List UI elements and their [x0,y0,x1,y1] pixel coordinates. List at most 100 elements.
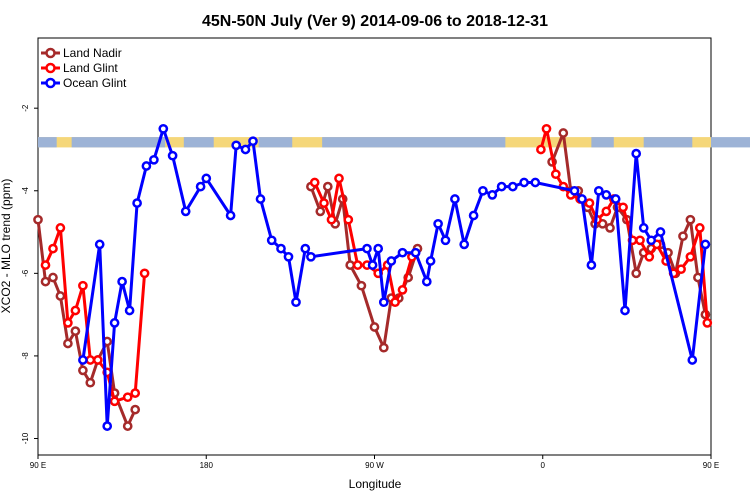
data-point [601,190,612,200]
y-tick-label: -8 [21,352,30,360]
data-point [468,210,479,221]
data-point [48,272,58,283]
ocean-strip-segment [258,137,293,148]
data-point [33,214,43,225]
legend-item: Land Nadir [41,46,122,60]
data-point [139,268,150,279]
y-tick-label: -6 [21,269,30,277]
data-point [421,276,432,287]
data-point [541,123,552,134]
data-point [149,154,159,165]
data-point [276,243,286,254]
data-point [356,280,367,291]
data-point [655,227,666,237]
data-point [201,173,212,184]
series-ocean-glint [78,123,711,431]
chart-title: 45N-50N July (Ver 9) 2014-09-06 to 2018-… [202,13,548,30]
data-point [40,260,51,270]
ocean-strip-segment [183,137,214,148]
data-point [255,194,266,204]
data-point [487,190,498,200]
data-point [141,161,152,171]
data-point [584,198,595,208]
data-point [78,355,88,365]
data-point [631,148,642,159]
ocean-strip-segment [71,137,166,148]
series-line [81,127,707,428]
data-point [569,185,580,196]
data-point [78,280,88,291]
data-point [240,144,251,155]
data-point [558,128,569,138]
legend-item: Ocean Glint [41,76,127,90]
data-point [109,318,120,328]
data-point [55,291,66,301]
x-tick-label: 180 [200,461,214,470]
data-point [306,251,316,262]
y-tick-label: -10 [21,432,30,444]
y-axis: -2 -4 -6 -8 -10 [21,104,38,444]
data-point [167,150,178,161]
land-ocean-strip [38,137,750,148]
ocean-strip-segment [711,137,750,148]
data-point [586,260,597,270]
data-point [620,305,630,316]
data-point [496,181,507,192]
data-point [315,206,326,217]
plot-area [33,37,750,456]
x-axis: 90 E 180 90 W 0 90 E [30,455,719,470]
data-point [601,206,612,217]
data-point [378,297,389,308]
data-point [122,421,133,431]
data-point [530,177,541,188]
legend-marker [45,62,56,74]
data-point [425,256,436,266]
data-point [70,326,81,336]
x-tick-label: 0 [541,461,546,470]
data-point [694,223,705,233]
data-point [130,388,141,398]
x-axis-label: Longitude [349,477,402,491]
data-point [55,223,66,233]
data-point [130,404,141,415]
ocean-strip-segment [591,137,614,148]
data-point [334,173,344,184]
data-point [378,342,389,353]
ocean-strip-segment [38,137,57,148]
data-point [195,181,206,192]
data-point [676,264,686,275]
data-point [610,194,621,204]
data-point [231,140,242,151]
data-point [78,365,88,376]
data-point [158,123,169,134]
data-point [507,181,518,192]
data-point [638,223,649,233]
legend-marker [45,77,56,89]
data-point [109,396,120,407]
y-tick-label: -2 [21,104,30,112]
data-point [605,223,615,233]
data-point [459,239,470,250]
data-point [180,206,191,217]
data-point [345,260,356,270]
data-point [248,136,258,147]
data-point [300,243,311,254]
data-point [410,247,421,258]
data-point [117,276,127,287]
data-point [577,194,587,204]
data-point [352,260,363,270]
data-point [85,377,96,388]
data-point [63,338,73,349]
data-point [132,198,142,208]
legend-marker [45,47,56,59]
data-point [397,247,408,258]
data-point [678,231,688,242]
data-point [550,169,561,180]
data-point [283,251,294,262]
series-layer [33,123,713,431]
data-point [386,256,397,266]
data-point [266,235,277,246]
data-point [102,421,113,431]
